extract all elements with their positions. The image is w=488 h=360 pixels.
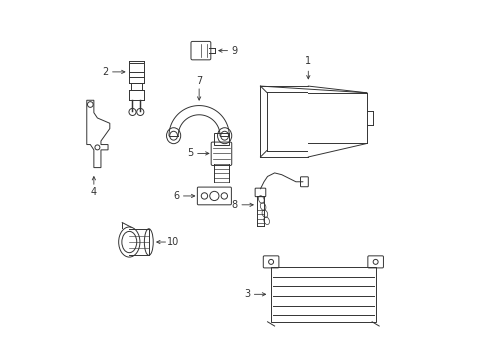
Text: 7: 7	[196, 76, 202, 86]
Text: 6: 6	[173, 191, 179, 201]
Text: 10: 10	[166, 237, 179, 247]
Text: 3: 3	[244, 289, 249, 299]
Text: 2: 2	[102, 67, 108, 77]
Text: 5: 5	[187, 148, 193, 158]
Text: 1: 1	[305, 56, 311, 66]
Text: 9: 9	[231, 46, 238, 56]
Text: 8: 8	[231, 200, 237, 210]
Text: 4: 4	[91, 187, 97, 197]
